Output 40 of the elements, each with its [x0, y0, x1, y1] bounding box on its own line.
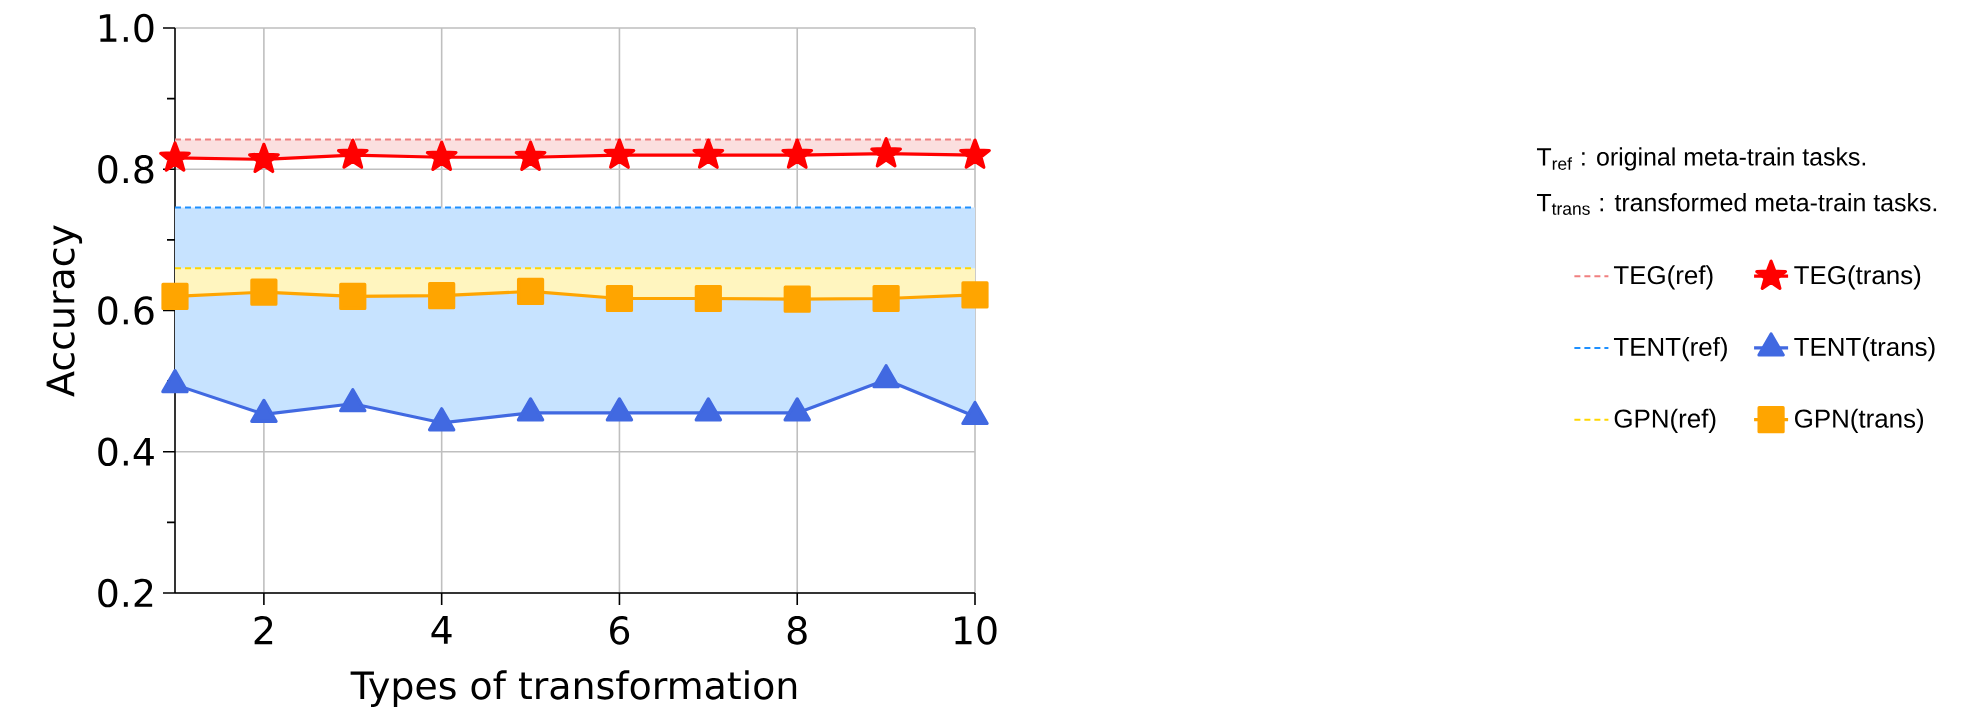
- y-tick-label: 0.2: [98, 578, 153, 608]
- point: [872, 364, 900, 389]
- point: [783, 397, 811, 422]
- point: [248, 142, 280, 174]
- point: [161, 369, 189, 394]
- text: T$_{ref}$ : original meta-train tasks.: [1536, 147, 1866, 171]
- point: [427, 407, 456, 432]
- point: [336, 138, 369, 169]
- point: [692, 138, 725, 169]
- point: [959, 138, 991, 169]
- y-axis-title: Accuracy: [46, 225, 83, 397]
- point: [961, 400, 989, 426]
- y-tick-label: 0.4: [98, 437, 154, 467]
- point: [694, 397, 723, 422]
- text: T$_{trans}$ : transformed meta-train tasks.: [1536, 193, 1937, 215]
- point: [425, 140, 458, 171]
- y-tick-label: 1.0: [99, 13, 154, 43]
- point: [603, 138, 636, 169]
- x-axis-title: Types of transformation: [350, 670, 797, 707]
- legend-label: GPN(trans): [1794, 408, 1924, 433]
- legend-label: GPN(ref): [1614, 408, 1716, 433]
- point: [514, 140, 547, 171]
- legend-label: TENT(ref): [1613, 337, 1727, 362]
- legend-label: TEG(ref): [1613, 265, 1713, 290]
- x-tick-label: 10: [955, 616, 997, 645]
- legend-label: TENT(trans): [1794, 337, 1935, 362]
- x-tick-label: 2: [254, 616, 273, 645]
- y-tick-label: 0.8: [98, 154, 154, 184]
- x-tick-label: 4: [431, 616, 452, 644]
- legend-label: TEG(trans): [1794, 265, 1921, 290]
- x-tick-label: 8: [787, 616, 807, 645]
- y-tick-label: 0.6: [98, 296, 154, 325]
- point: [516, 397, 545, 422]
- x-tick-label: 6: [610, 616, 630, 645]
- point: [250, 398, 278, 423]
- point: [339, 388, 367, 413]
- point: [870, 137, 902, 168]
- point: [605, 397, 634, 422]
- point: [159, 141, 191, 172]
- point: [781, 138, 814, 169]
